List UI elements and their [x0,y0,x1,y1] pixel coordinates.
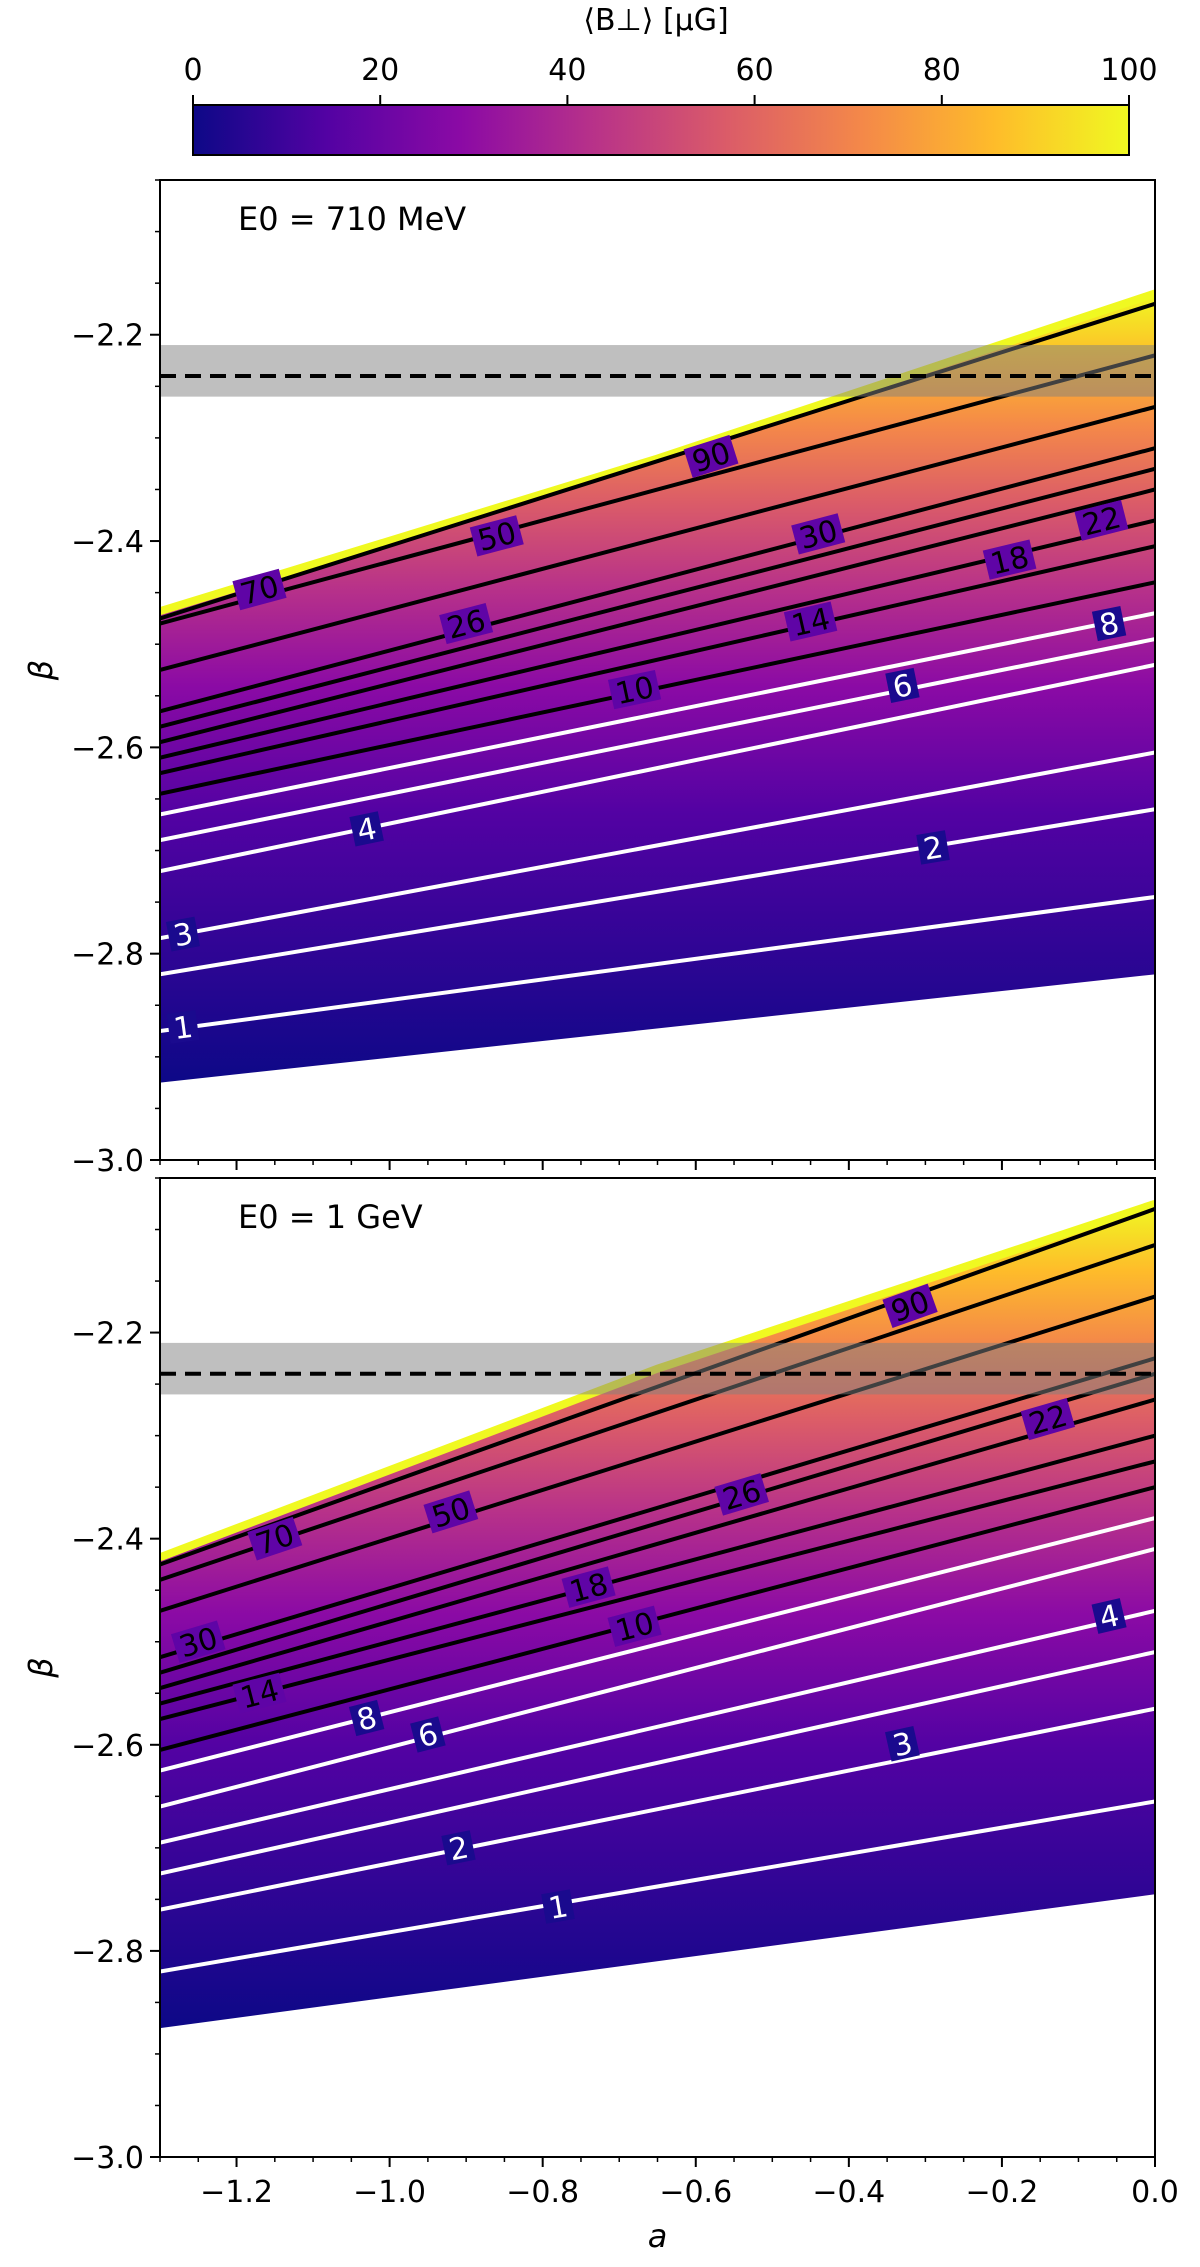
svg-text:14: 14 [788,602,833,645]
colorbar-label: ⟨B⊥⟩ [μG] [583,3,728,38]
x-tick-label: −0.2 [965,2175,1038,2210]
y-tick-label: −2.4 [71,1523,144,1558]
contour-label-10: 10 [607,669,662,712]
contour-line-26 [160,466,1155,729]
contour-line-4 [160,1608,1155,1845]
heatmap-region [160,1203,1155,2029]
svg-text:10: 10 [613,670,658,712]
contour-line-26 [160,1371,1155,1675]
contour-line-30 [160,1356,1155,1660]
y-tick-label: −2.2 [71,1317,144,1352]
contour-label-50: 50 [469,515,524,559]
contour-line-70 [160,353,1155,626]
contour-label-2: 2 [441,1830,476,1868]
y-tick-label: −2.2 [71,319,144,354]
y-axis-label: β [22,1657,60,1678]
colorbar-tick-label: 20 [361,53,399,88]
y-tick-label: −2.6 [71,1729,144,1764]
y-tick-label: −2.4 [71,525,144,560]
colorbar-tick-label: 100 [1100,53,1157,88]
contour-line-14 [160,544,1155,776]
contour-line-8 [160,611,1155,817]
contour-line-30 [160,446,1155,714]
contour-label-1: 1 [541,1889,575,1927]
contour-line-50 [160,405,1155,672]
y-tick-label: −2.6 [71,731,144,766]
contour-label-4: 4 [349,811,384,849]
x-tick-label: −0.4 [812,2175,885,2210]
svg-text:18: 18 [987,540,1032,583]
contour-label-3: 3 [885,1725,920,1764]
contour-label-8: 8 [1091,606,1127,644]
y-tick-label: −3.0 [71,1144,144,1179]
panel-annotation: E0 = 1 GeV [238,1198,423,1236]
y-axis-label: β [22,660,60,681]
panel-e0-710-mev: 123468101418222630507090−3.0−2.8−2.6−2.4… [22,179,1156,1179]
colorbar-tick-label: 80 [923,53,961,88]
contour-label-3: 3 [165,917,200,955]
contour-label-2: 2 [916,830,950,868]
contour-line-70 [160,1243,1155,1582]
contour-line-22 [160,1397,1155,1691]
colorbar-gradient [192,104,1130,156]
colorbar-tick-label: 0 [183,53,202,88]
contour-line-6 [160,637,1155,843]
x-tick-label: −0.6 [659,2175,732,2210]
contour-line-2 [160,1706,1155,1912]
colorbar-tick-label: 40 [548,53,586,88]
reference-band [160,345,1155,397]
contour-line-3 [160,1650,1155,1876]
colorbar-tick-label: 60 [736,53,774,88]
y-tick-label: −2.8 [71,938,144,973]
contour-line-4 [160,662,1155,874]
reference-band [160,1342,1155,1395]
contour-line-14 [160,1459,1155,1721]
contour-label-1: 1 [166,1010,200,1047]
contour-label-4: 4 [1091,1598,1127,1637]
panel-annotation: E0 = 710 MeV [238,200,466,238]
x-tick-label: −0.8 [506,2175,579,2210]
x-axis-label: a [648,2217,668,2255]
contour-line-10 [160,1485,1155,1752]
contour-label-14: 14 [783,601,838,645]
panel-e0-1-gev: 123468101418222630507090−3.0−2.8−2.6−2.4… [22,1177,1179,2255]
contour-line-18 [160,1433,1155,1706]
contour-line-2 [160,807,1155,977]
y-tick-label: −3.0 [71,2141,144,2176]
contour-line-8 [160,1516,1155,1773]
contour-line-1 [160,894,1155,1034]
contour-line-1 [160,1799,1155,1974]
colorbar: ⟨B⊥⟩ [μG] 0 20 40 60 80 100 [183,3,1158,156]
contour-label-6: 6 [885,667,920,706]
contour-line-3 [160,750,1155,941]
contour-line-22 [160,487,1155,745]
x-tick-label: −1.2 [200,2175,273,2210]
x-tick-label: 0.0 [1131,2175,1179,2210]
contour-line-6 [160,1547,1155,1809]
x-tick-label: −1.0 [353,2175,426,2210]
contour-label-18: 18 [982,539,1037,583]
contour-label-8: 8 [348,1699,385,1739]
contour-label-30: 30 [791,513,846,557]
contour-label-6: 6 [410,1716,446,1755]
svg-text:1: 1 [171,1010,195,1047]
y-tick-label: −2.8 [71,1935,144,1970]
contour-label-18: 18 [561,1566,616,1610]
